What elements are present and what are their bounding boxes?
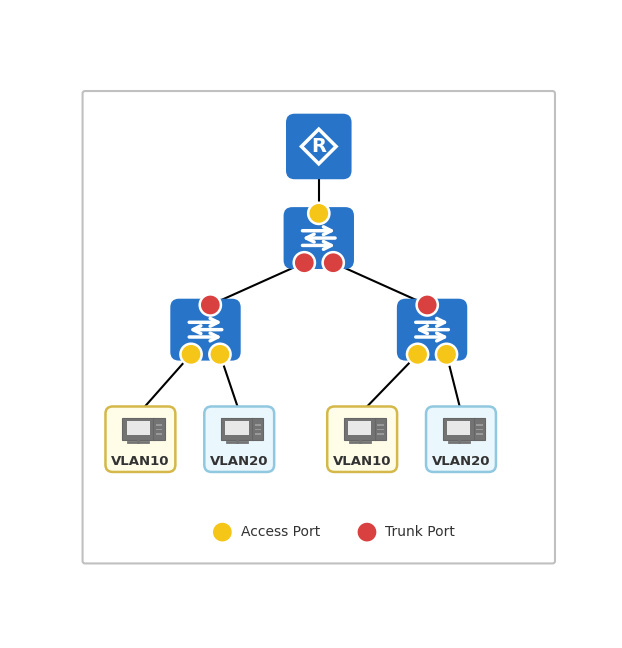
- Text: VLAN10: VLAN10: [333, 455, 391, 468]
- FancyBboxPatch shape: [156, 424, 162, 426]
- FancyBboxPatch shape: [443, 417, 475, 440]
- Circle shape: [407, 343, 428, 365]
- FancyBboxPatch shape: [397, 299, 467, 360]
- FancyBboxPatch shape: [254, 429, 261, 430]
- Circle shape: [211, 522, 233, 543]
- FancyBboxPatch shape: [344, 417, 376, 440]
- FancyBboxPatch shape: [476, 434, 483, 435]
- FancyBboxPatch shape: [83, 91, 555, 564]
- FancyBboxPatch shape: [286, 113, 351, 179]
- FancyBboxPatch shape: [447, 421, 470, 435]
- FancyBboxPatch shape: [375, 417, 386, 440]
- FancyBboxPatch shape: [284, 207, 354, 269]
- Circle shape: [180, 343, 202, 365]
- FancyBboxPatch shape: [221, 417, 253, 440]
- Text: VLAN10: VLAN10: [111, 455, 170, 468]
- Text: R: R: [311, 137, 327, 156]
- FancyBboxPatch shape: [426, 406, 496, 472]
- FancyBboxPatch shape: [474, 417, 485, 440]
- FancyBboxPatch shape: [156, 429, 162, 430]
- FancyBboxPatch shape: [252, 417, 264, 440]
- Circle shape: [308, 203, 330, 224]
- Text: VLAN20: VLAN20: [210, 455, 269, 468]
- Text: VLAN20: VLAN20: [432, 455, 490, 468]
- FancyBboxPatch shape: [153, 417, 165, 440]
- Circle shape: [417, 294, 438, 316]
- FancyBboxPatch shape: [127, 421, 150, 435]
- FancyBboxPatch shape: [476, 424, 483, 426]
- FancyBboxPatch shape: [123, 417, 154, 440]
- FancyBboxPatch shape: [476, 429, 483, 430]
- Circle shape: [294, 252, 315, 273]
- Circle shape: [200, 294, 221, 316]
- FancyBboxPatch shape: [378, 424, 384, 426]
- Circle shape: [210, 343, 231, 365]
- FancyBboxPatch shape: [204, 406, 274, 472]
- Circle shape: [436, 343, 457, 365]
- Circle shape: [323, 252, 344, 273]
- FancyBboxPatch shape: [226, 421, 249, 435]
- FancyBboxPatch shape: [327, 406, 397, 472]
- Circle shape: [356, 522, 378, 543]
- FancyBboxPatch shape: [156, 434, 162, 435]
- FancyBboxPatch shape: [378, 429, 384, 430]
- FancyBboxPatch shape: [170, 299, 241, 360]
- FancyBboxPatch shape: [348, 421, 371, 435]
- FancyBboxPatch shape: [254, 424, 261, 426]
- FancyBboxPatch shape: [106, 406, 175, 472]
- Text: Trunk Port: Trunk Port: [385, 525, 455, 539]
- FancyBboxPatch shape: [378, 434, 384, 435]
- Text: Access Port: Access Port: [241, 525, 320, 539]
- FancyBboxPatch shape: [254, 434, 261, 435]
